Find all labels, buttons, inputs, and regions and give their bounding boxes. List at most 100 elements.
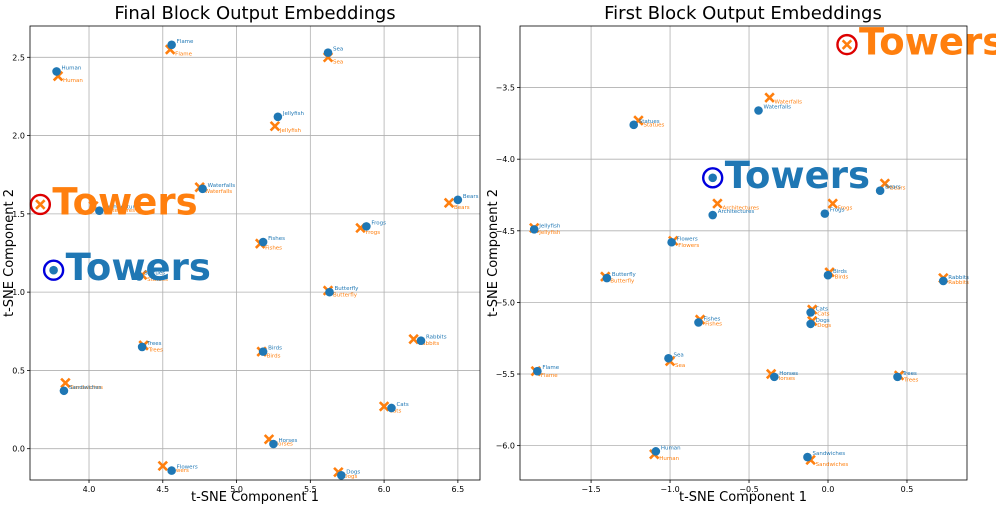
orange-point-label: Birds [835,274,849,280]
blue-point [529,225,539,234]
orange-x-point [443,197,455,209]
blue-point-label: Waterfalls [208,183,236,189]
blue-point [754,106,763,115]
chart-first-block: First Block Output Embeddings −1.5 −1.0 −0… [486,3,996,505]
blue-point-label: Waterfalls [764,104,792,110]
orange-point-label: Sandwiches [70,385,103,391]
x-tick-label: −1.5 [581,485,600,494]
blue-point [387,403,396,413]
blue-point-label: Architectures [104,205,141,211]
y-ticks: 0.0 0.5 1.0 1.5 2.0 2.5 [12,53,30,454]
y-tick-label: 0.5 [12,366,25,375]
orange-point-label: Waterfalls [205,189,233,195]
blue-point-label: Statues [144,270,165,276]
orange-point-label: Cats [817,312,829,318]
y-tick-label: 1.5 [12,210,25,219]
blue-point [820,209,830,218]
blue-point [416,336,426,345]
blue-point [167,40,176,50]
orange-x-point [378,401,390,412]
grid-lines [520,26,967,480]
blue-point [939,276,948,286]
orange-point-label: Statues [643,123,664,129]
orange-point-label: Flowers [168,468,189,474]
orange-point-label: Waterfalls [775,100,803,106]
blue-point-label: Rabbits [948,275,969,281]
blue-point-label: Fishes [268,236,285,242]
x-tick-label: 4.0 [83,485,96,494]
x-tick-label: −1.0 [660,485,679,494]
x-tick-label: 6.0 [378,485,391,494]
blue-point-label: Cats [816,306,828,312]
y-tick-label: 1.0 [12,288,25,297]
chart-title: Final Block Output Embeddings [114,3,395,24]
towers-orange-x-point [841,39,853,50]
orange-point-label: Flame [175,51,192,57]
blue-point-label: Human [62,65,82,71]
x-tick-label: 0.0 [822,485,835,494]
blue-point-label: Trees [146,341,161,347]
x-tick-label: −0.5 [739,485,758,494]
orange-point-label: Horses [274,441,293,447]
orange-point-label: Flame [541,373,558,379]
orange-point-label: Dogs [343,474,357,480]
y-tick-label: −5.5 [496,370,515,379]
orange-point-label: Flowers [678,243,699,249]
y-tick-label: 2.5 [12,53,25,62]
orange-point-label: Birds [267,354,281,360]
x-ticks: 4.0 4.5 5.0 5.5 6.0 6.5 [83,480,465,494]
blue-point [52,67,61,76]
x-tick-label: 5.5 [304,485,317,494]
orange-x-point [827,198,838,209]
blue-point [325,287,334,297]
x-tick-label: 5.0 [230,485,243,494]
scatter-marks: Waterfalls Statues Bears Architectures Frogs… [528,21,996,468]
y-axis-label: t-SNE Component 2 [486,189,501,317]
blue-point-label: Bears [885,185,901,191]
x-tick-label: 6.5 [452,485,465,494]
blue-point-label: Butterfly [612,272,637,278]
orange-point-label: Rabbits [419,341,440,347]
orange-point-label: Dogs [817,323,831,329]
plot-frame [29,25,481,481]
blue-point-label: Sandwiches [69,385,102,391]
y-tick-label: −6.0 [496,442,515,451]
orange-x-point [879,178,891,189]
blue-point [362,222,371,231]
y-tick-label: −4.5 [496,227,515,236]
blue-point-label: Flame [542,365,559,371]
blue-point [694,318,703,327]
towers-orange-x-point [35,199,46,210]
blue-point [651,447,661,456]
orange-x-point [764,92,775,103]
blue-point-label: Rabbits [426,335,447,341]
blue-point [806,308,815,317]
blue-point [167,466,176,475]
y-axis-label: t-SNE Component 2 [2,189,17,317]
blue-point [770,372,779,382]
blue-point-label: Sandwiches [812,451,845,457]
blue-point [137,342,147,352]
towers-blue-point [708,173,717,183]
blue-point-label: Flame [177,39,194,45]
x-axis-label: t-SNE Component 1 [679,490,807,505]
y-tick-label: −4.0 [496,155,515,164]
y-tick-label: −5.0 [496,298,515,307]
blue-point [95,206,104,216]
blue-point [875,186,885,196]
blue-point-label: Cats [396,402,408,408]
blue-point-label: Sea [333,47,343,53]
blue-point [269,439,278,449]
x-tick-label: 4.5 [156,485,169,494]
y-tick-label: −3.5 [496,84,515,93]
red-highlight-ring [836,33,858,56]
orange-point-label: Human [659,456,679,462]
blue-point-label: Jellyfish [282,111,305,117]
blue-point [667,237,676,247]
y-ticks: −3.5 −4.0 −4.5 −5.0 −5.5 −6.0 [496,84,520,451]
blue-point-label: Frogs [830,208,845,214]
orange-point-label: Fishes [705,322,722,328]
blue-point [803,452,812,462]
orange-point-label: Human [63,78,83,84]
